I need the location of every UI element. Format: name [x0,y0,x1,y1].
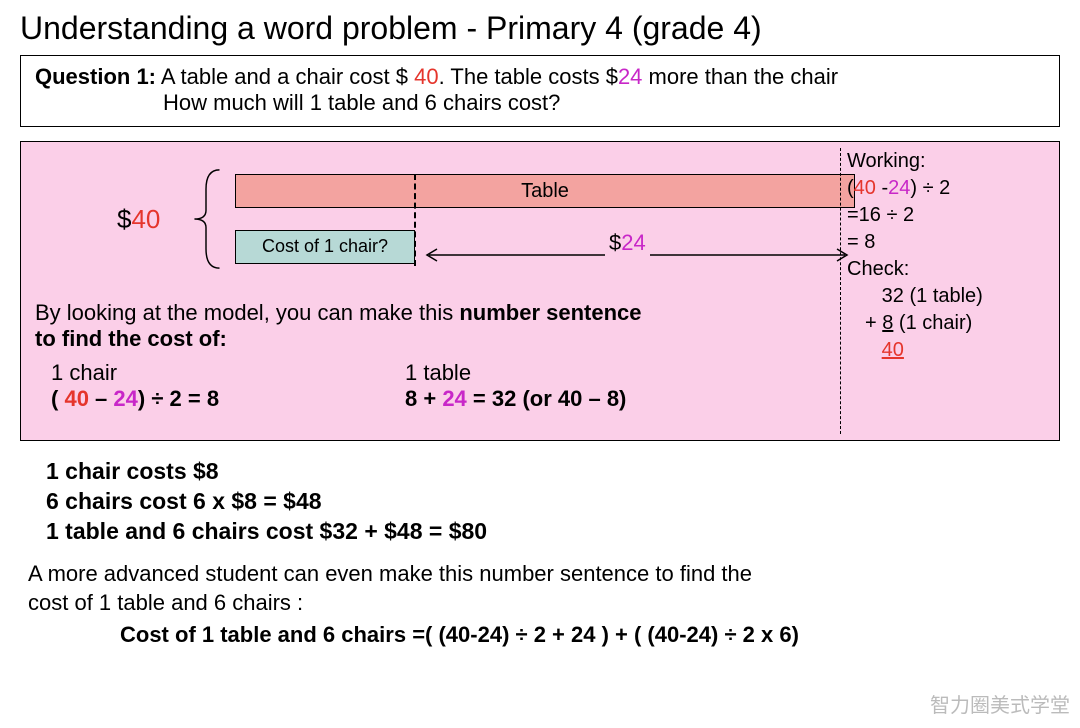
working-title: Working: [847,148,1045,175]
cf-c: ) ÷ 2 = 8 [138,386,219,411]
working-line2: =16 ÷ 2 [847,202,1045,229]
col-table: 1 table 8 + 24 = 32 (or 40 – 8) [405,360,815,412]
tf-v1: 24 [442,386,466,411]
check-line1: 32 (1 table) [847,283,1045,310]
model-sentence-intro: By looking at the model, you can make th… [35,300,815,352]
working-line1: (40 -24) ÷ 2 [847,175,1045,202]
solution-box: $40 Table Cost of 1 chair? $24 By lookin… [20,141,1060,441]
brace-icon [185,166,227,272]
diff-value: 24 [621,230,645,255]
q-text-1c: more than the chair [642,64,838,89]
total-cost-label: $40 [117,204,160,235]
answer-line1: 1 chair costs $8 [46,457,1060,487]
advanced-formula: Cost of 1 table and 6 chairs =( (40-24) … [120,622,1060,648]
advanced-line1: A more advanced student can even make th… [28,559,1060,589]
model-text-a: By looking at the model, you can make th… [35,300,459,325]
working-line3: = 8 [847,229,1045,256]
model-text-b: number sentence [459,300,641,325]
diff-prefix: $ [609,230,621,255]
advanced-intro: A more advanced student can even make th… [28,559,1060,618]
vertical-divider [414,174,416,266]
check-result: 40 [847,337,1045,364]
col-chair: 1 chair ( 40 – 24) ÷ 2 = 8 [35,360,405,412]
question-label: Question 1: [35,64,156,89]
question-box: Question 1: A table and a chair cost $ 4… [20,55,1060,127]
tf-b: = 32 (or 40 – 8) [467,386,627,411]
formula-columns: 1 chair ( 40 – 24) ÷ 2 = 8 1 table 8 + 2… [35,360,815,412]
check-line2: + 8 (1 chair) [847,310,1045,337]
q-value-24: 24 [618,64,642,89]
cf-a: ( [51,386,64,411]
table-formula: 8 + 24 = 32 (or 40 – 8) [405,386,815,412]
working-column: Working: (40 -24) ÷ 2 =16 ÷ 2 = 8 Check:… [847,148,1045,364]
bar-model-diagram: $40 Table Cost of 1 chair? $24 [95,160,835,290]
question-line2: How much will 1 table and 6 chairs cost? [35,90,1045,116]
total-value: 40 [131,204,160,234]
chair-formula: ( 40 – 24) ÷ 2 = 8 [51,386,405,412]
cf-b: – [89,386,113,411]
q-text-1b: . The table costs $ [439,64,618,89]
answer-line3: 1 table and 6 chairs cost $32 + $48 = $8… [46,517,1060,547]
answer-block: 1 chair costs $8 6 chairs cost 6 x $8 = … [46,457,1060,547]
q-text-1a: A table and a chair cost $ [156,64,414,89]
total-prefix: $ [117,204,131,234]
watermark: 智力圈美式学堂 [930,689,1070,718]
table-bar: Table [235,174,855,208]
q-value-40: 40 [414,64,438,89]
cf-v2: 24 [113,386,137,411]
model-text-line2: to find the cost of: [35,326,227,351]
table-header: 1 table [405,360,815,386]
working-divider [840,148,841,434]
cf-v1: 40 [64,386,88,411]
difference-label: $24 [605,230,650,256]
chair-header: 1 chair [51,360,405,386]
advanced-line2: cost of 1 table and 6 chairs : [28,588,1060,618]
check-label: Check: [847,256,1045,283]
page-title: Understanding a word problem - Primary 4… [20,10,1060,47]
tf-a: 8 + [405,386,442,411]
chair-bar: Cost of 1 chair? [235,230,415,264]
answer-line2: 6 chairs cost 6 x $8 = $48 [46,487,1060,517]
